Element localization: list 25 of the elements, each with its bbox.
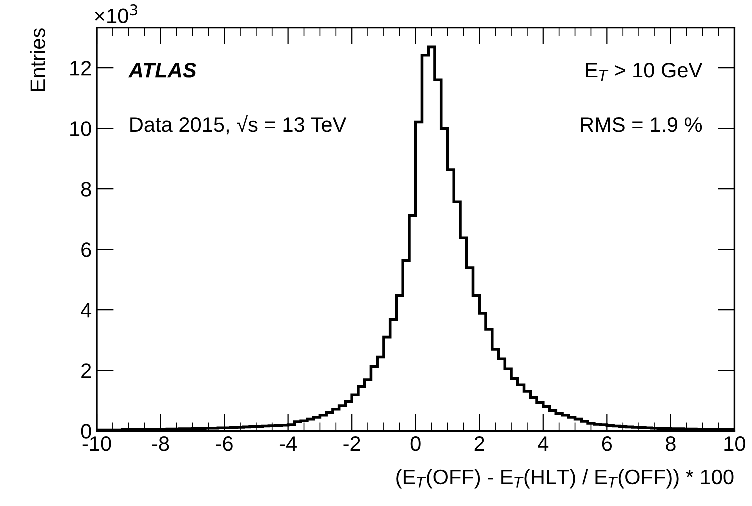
y-tick-label: 10 [70, 122, 92, 136]
x-tick-label: -10 [82, 436, 112, 452]
x-axis-title: (E$_{T}$(OFF) - E$_{T}$(HLT) / E$_{T}$(OFF)) * 100 [396, 469, 734, 489]
x-tick-label: -8 [152, 436, 170, 452]
annotation: E$_{T}$ > 10 GeV [586, 62, 703, 81]
annotation: RMS = 1.9 % [581, 117, 702, 132]
annotation: Data 2015, √s = 13 TeV [130, 116, 347, 135]
text: ×10$^{3}$ [95, 4, 138, 24]
x-tick-label: 10 [724, 436, 746, 452]
x-tick-label: 2 [474, 436, 484, 452]
y-tick-label: 2 [82, 364, 92, 378]
y-tick-label: 12 [70, 61, 92, 76]
x-tick-label: -4 [280, 436, 297, 452]
x-tick-label: 4 [538, 436, 549, 452]
annotation: ATLAS [128, 63, 197, 78]
y-axis-title: Entries [30, 28, 46, 91]
y-tick-label: 0 [81, 424, 92, 439]
x-tick-label: 0 [410, 436, 421, 452]
y-tick-label: 6 [82, 242, 92, 258]
x-tick-label: -6 [216, 436, 233, 452]
x-tick-label: -2 [344, 436, 360, 452]
y-tick-label: 8 [81, 182, 92, 197]
y-tick-label: 4 [81, 303, 92, 318]
x-tick-label: 8 [666, 436, 676, 452]
x-tick-label: 6 [602, 436, 612, 452]
